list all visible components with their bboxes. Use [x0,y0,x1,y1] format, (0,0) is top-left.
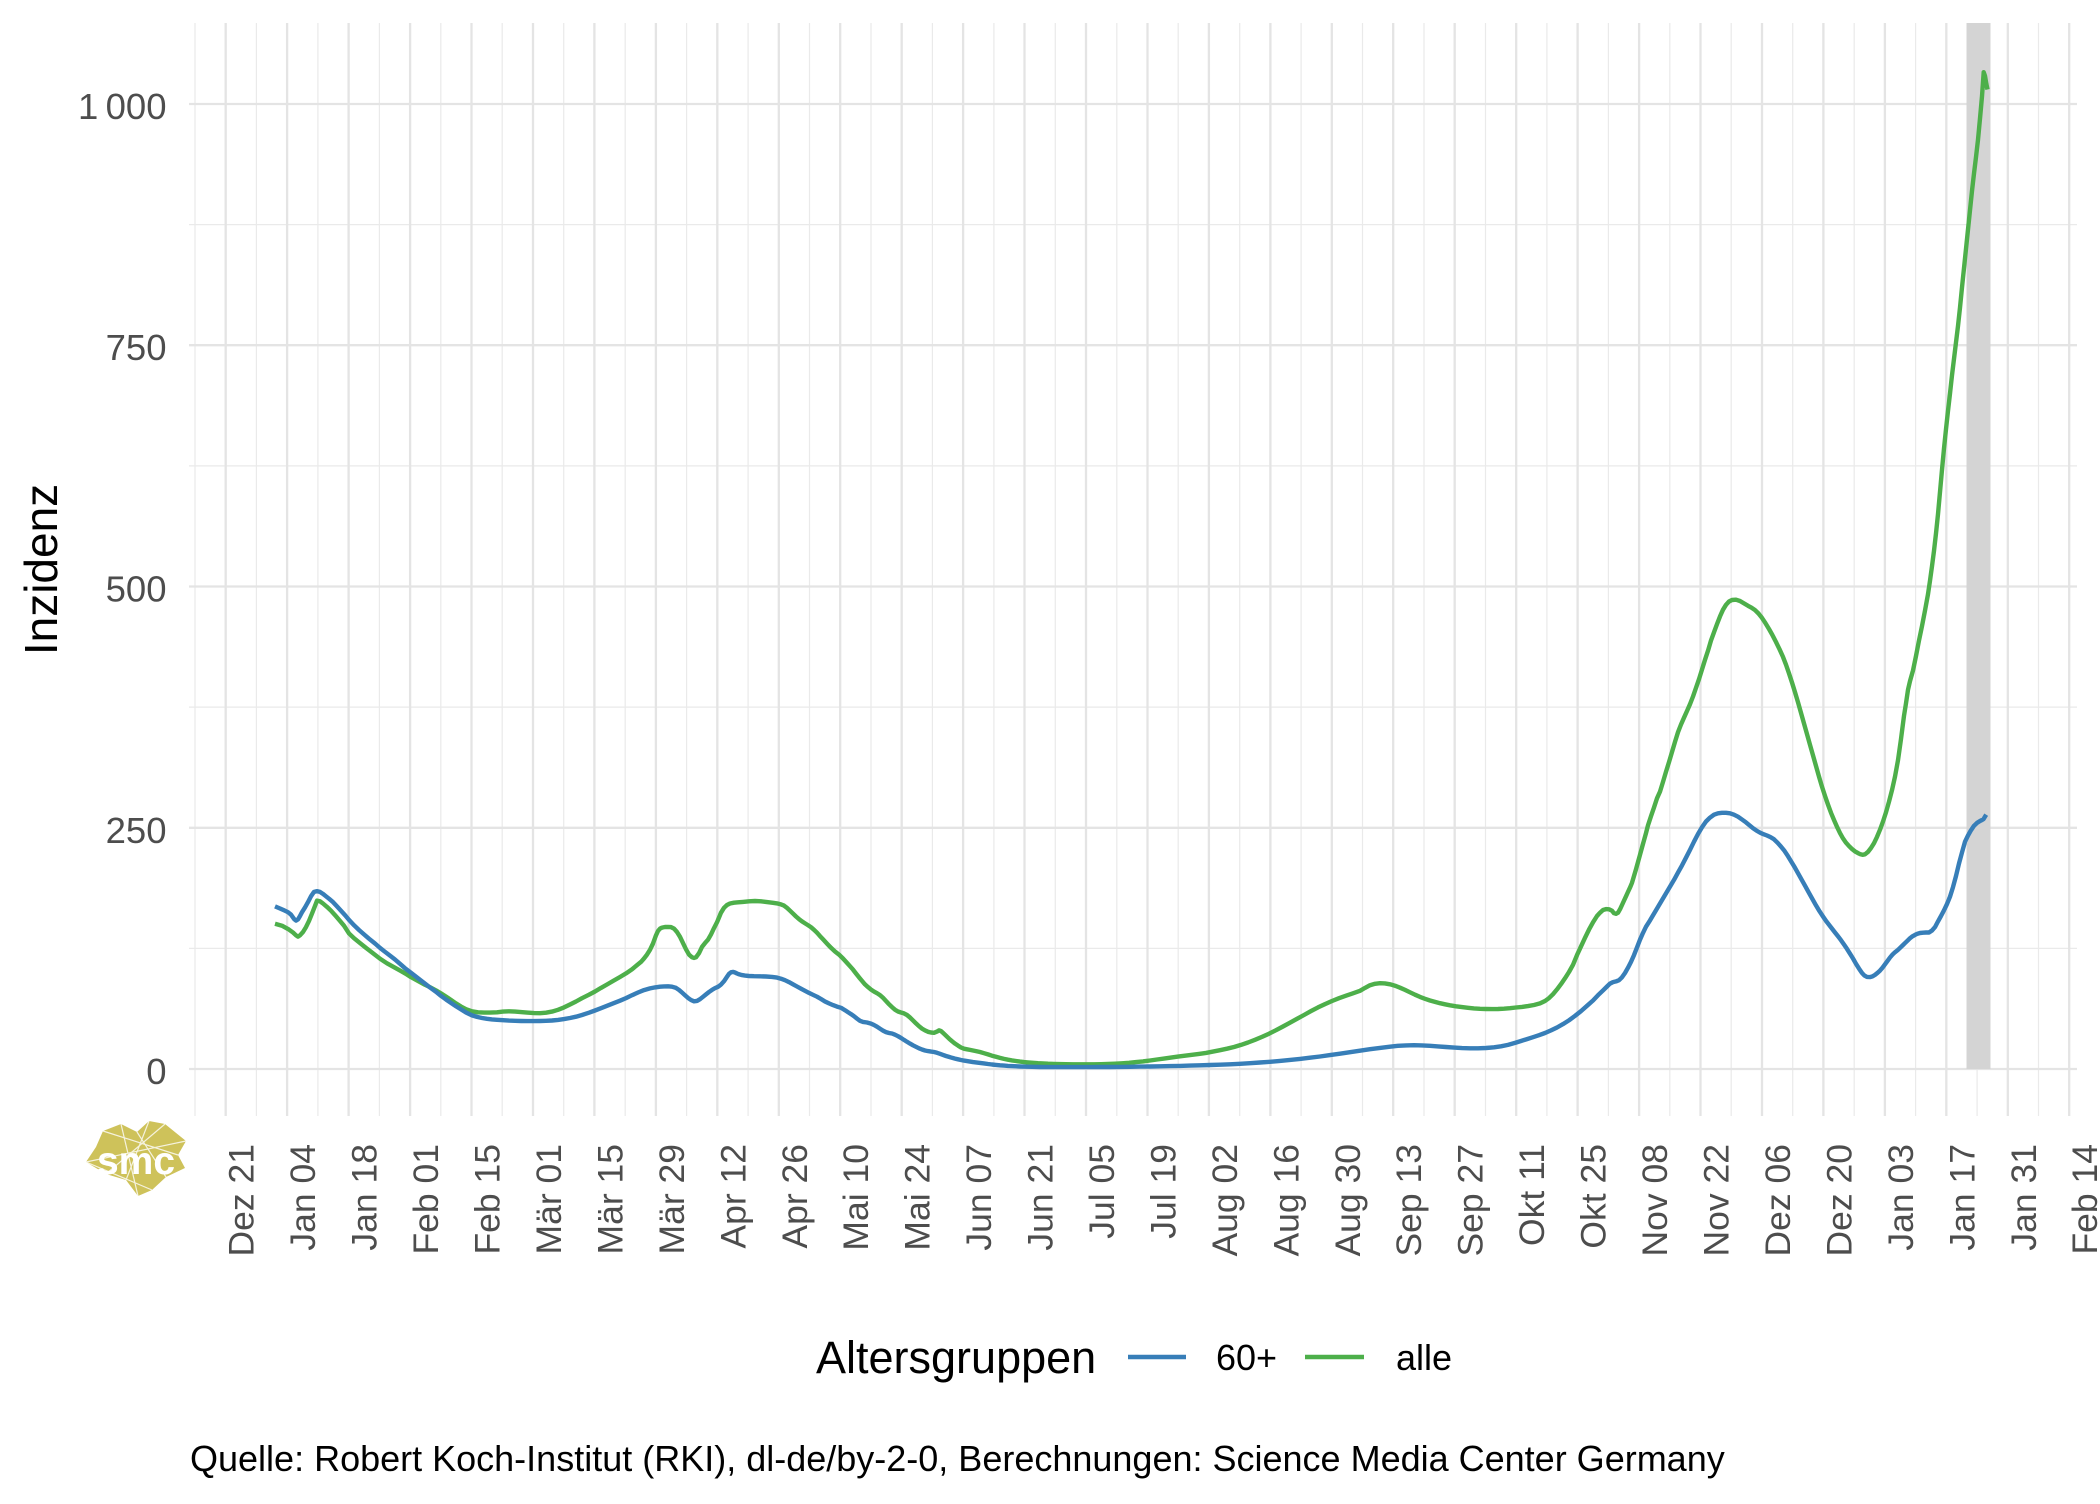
svg-text:Apr 12: Apr 12 [713,1144,753,1249]
svg-text:Aug 30: Aug 30 [1328,1144,1368,1257]
svg-text:Dez 06: Dez 06 [1758,1144,1798,1256]
svg-text:750: 750 [106,327,167,368]
svg-text:Aug 02: Aug 02 [1205,1144,1245,1257]
svg-text:Feb 01: Feb 01 [406,1144,446,1255]
svg-text:Okt 25: Okt 25 [1574,1144,1614,1249]
svg-text:Nov 22: Nov 22 [1697,1144,1737,1256]
svg-text:Dez 20: Dez 20 [1819,1144,1859,1256]
svg-text:Quelle: Robert Koch-Institut (: Quelle: Robert Koch-Institut (RKI), dl-d… [190,1438,1725,1479]
svg-text:Jun 21: Jun 21 [1021,1144,1061,1251]
svg-text:Jan 03: Jan 03 [1881,1144,1921,1251]
svg-text:Jan 31: Jan 31 [2004,1144,2044,1251]
svg-text:Altersgruppen: Altersgruppen [816,1332,1096,1383]
svg-text:Aug 16: Aug 16 [1266,1144,1306,1257]
svg-text:Mär 15: Mär 15 [590,1144,630,1255]
svg-text:60+: 60+ [1216,1337,1277,1378]
svg-text:1 000: 1 000 [78,86,167,127]
svg-text:Okt 11: Okt 11 [1512,1144,1552,1246]
svg-text:alle: alle [1396,1337,1452,1378]
svg-text:Mär 01: Mär 01 [529,1144,569,1255]
svg-text:Jul 19: Jul 19 [1144,1144,1184,1239]
svg-text:Jan 18: Jan 18 [345,1144,385,1251]
svg-text:Jun 07: Jun 07 [959,1144,999,1251]
svg-text:Jan 17: Jan 17 [1942,1144,1982,1251]
svg-text:Nov 08: Nov 08 [1635,1144,1675,1256]
svg-text:0: 0 [146,1051,166,1092]
svg-text:Feb 15: Feb 15 [468,1144,508,1255]
svg-text:Apr 26: Apr 26 [775,1144,815,1249]
svg-text:smc: smc [97,1140,175,1183]
svg-text:Mär 29: Mär 29 [652,1144,692,1255]
svg-text:Sep 13: Sep 13 [1389,1144,1429,1257]
svg-text:Jul 05: Jul 05 [1082,1144,1122,1239]
svg-text:Feb 14: Feb 14 [2065,1144,2100,1255]
svg-text:Inzidenz: Inzidenz [15,484,67,655]
svg-text:Jan 04: Jan 04 [283,1144,323,1251]
svg-text:Dez 21: Dez 21 [222,1144,262,1256]
svg-text:250: 250 [106,810,167,851]
svg-text:500: 500 [106,569,167,610]
svg-text:Mai 10: Mai 10 [836,1144,876,1251]
svg-text:Sep 27: Sep 27 [1451,1144,1491,1257]
svg-text:Mai 24: Mai 24 [898,1144,938,1251]
